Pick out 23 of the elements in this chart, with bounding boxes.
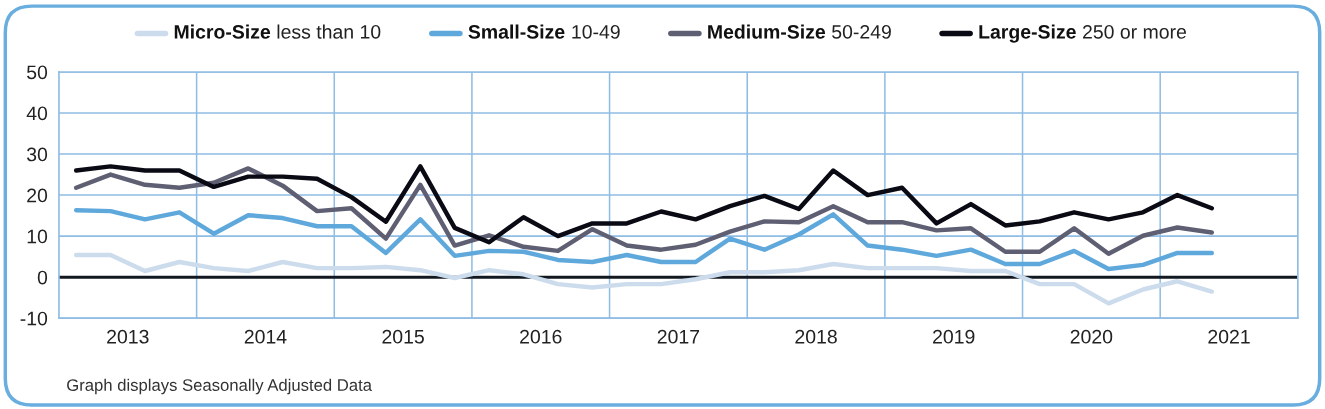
x-tick-label: 2020 xyxy=(1070,329,1113,344)
x-tick-label: 2019 xyxy=(933,329,975,344)
legend-label: Large-Size 250 or more xyxy=(979,24,1186,43)
x-tick-label: 2017 xyxy=(657,329,700,344)
legend-label: Small-Size 10-49 xyxy=(468,24,620,39)
x-tick-label: 2018 xyxy=(795,329,837,344)
legend-label: Medium-Size 50-249 xyxy=(708,24,891,39)
x-tick-label: 2013 xyxy=(107,329,149,344)
x-tick-label: 2021 xyxy=(1208,329,1250,344)
y-tick-label: 40 xyxy=(26,106,48,121)
legend-label: Micro-Size less than 10 xyxy=(174,24,381,39)
x-tick-label: 2014 xyxy=(244,329,287,344)
y-tick-label: 10 xyxy=(27,229,48,244)
line-series xyxy=(73,208,1215,272)
y-tick-label: 50 xyxy=(27,65,48,80)
y-tick-label: -10 xyxy=(20,311,48,326)
y-tick-label: 30 xyxy=(26,147,48,162)
y-tick-label: 20 xyxy=(27,188,48,203)
x-tick-label: 2015 xyxy=(382,329,424,344)
text: Graph displays Seasonally Adjusted Data xyxy=(67,378,372,395)
x-tick-label: 2016 xyxy=(520,329,562,344)
y-tick-label: 0 xyxy=(37,270,48,285)
line-series xyxy=(73,252,1215,306)
